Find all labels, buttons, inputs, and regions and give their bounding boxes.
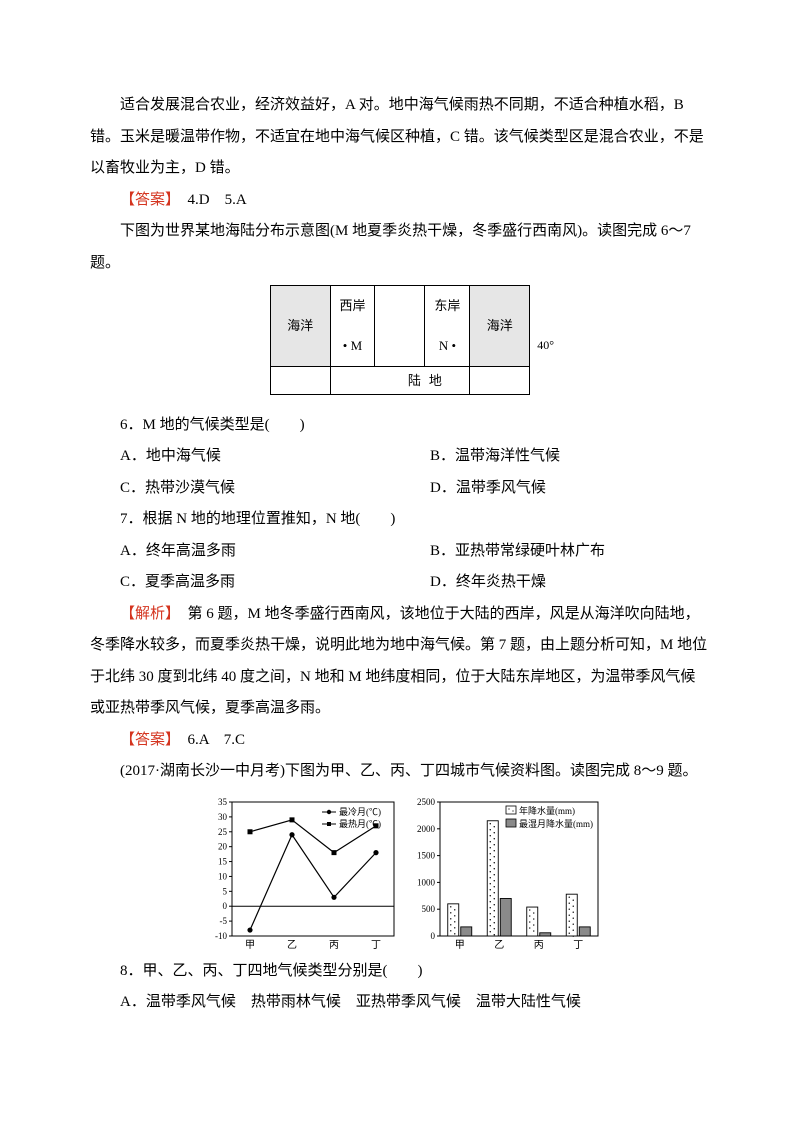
svg-text:丙: 丙 xyxy=(329,940,339,951)
svg-text:30: 30 xyxy=(218,811,228,821)
figure-2-wrap: 35302520151050-5-10甲乙丙丁最冷月(℃)最热月(℃) 2500… xyxy=(90,794,710,954)
q8-a: A．温带季风气候 热带雨林气候 亚热带季风气候 温带大陆性气候 xyxy=(90,987,710,1019)
cell-n: N • xyxy=(425,326,470,366)
svg-text:5: 5 xyxy=(223,886,228,896)
svg-text:乙: 乙 xyxy=(494,939,504,951)
svg-text:35: 35 xyxy=(218,797,228,807)
svg-text:乙: 乙 xyxy=(287,939,297,951)
q7-d: D．终年炎热干燥 xyxy=(400,567,546,599)
svg-text:丙: 丙 xyxy=(534,940,544,951)
figure-1-table: 海洋 西岸 东岸 海洋 • M N • 陆 地 xyxy=(270,285,530,395)
answer-2-label: 【答案】 xyxy=(120,732,173,748)
explanation-67: 【解析】 第 6 题，M 地冬季盛行西南风，该地位于大陆的西岸，风是从海洋吹向陆… xyxy=(90,599,710,725)
q7-row-cd: C．夏季高温多雨 D．终年炎热干燥 xyxy=(90,567,710,599)
svg-text:丁: 丁 xyxy=(573,940,583,951)
cell-bl1 xyxy=(271,366,331,395)
svg-text:最冷月(℃): 最冷月(℃) xyxy=(339,806,381,817)
answer-2-text: 6.A 7.C xyxy=(173,732,246,748)
svg-text:甲: 甲 xyxy=(455,940,465,951)
precipitation-chart: 2500 2000 1500 1000 500 0 甲 乙 丙 丁 年降水量(mm) 最湿月降水量(m… xyxy=(402,794,602,954)
cell-m: • M xyxy=(330,326,375,366)
intro-q8-9: (2017·湖南长沙一中月考)下图为甲、乙、丙、丁四城市气候资料图。读图完成 8… xyxy=(90,756,710,788)
answer-2: 【答案】 6.A 7.C xyxy=(90,725,710,757)
q6-row-cd: C．热带沙漠气候 D．温带季风气候 xyxy=(90,473,710,505)
figure-2-charts: 35302520151050-5-10甲乙丙丁最冷月(℃)最热月(℃) 2500… xyxy=(198,794,602,954)
q6-stem: 6．M 地的气候类型是( ) xyxy=(90,410,710,442)
q6-row-ab: A．地中海气候 B．温带海洋性气候 xyxy=(90,441,710,473)
cell-land2: 地 xyxy=(425,366,470,395)
svg-text:10: 10 xyxy=(218,871,228,881)
svg-text:-5: -5 xyxy=(220,916,228,926)
q7-a: A．终年高温多雨 xyxy=(90,536,400,568)
q6-a: A．地中海气候 xyxy=(90,441,400,473)
cell-sea-right: 海洋 xyxy=(470,286,530,367)
svg-text:0: 0 xyxy=(223,901,228,911)
figure-1-wrap: 海洋 西岸 东岸 海洋 • M N • 陆 地 xyxy=(90,285,710,408)
figure-1-map: 海洋 西岸 东岸 海洋 • M N • 陆 地 xyxy=(270,285,530,395)
explanation-67-label: 【解析】 xyxy=(120,606,173,622)
paragraph-explanation-prev: 适合发展混合农业，经济效益好，A 对。地中海气候雨热不同期，不适合种植水稻，B … xyxy=(90,90,710,185)
q7-b: B．亚热带常绿硬叶林广布 xyxy=(400,536,605,568)
svg-text:年降水量(mm): 年降水量(mm) xyxy=(519,805,575,816)
svg-text:25: 25 xyxy=(218,826,228,836)
explanation-67-text: 第 6 题，M 地冬季盛行西南风，该地位于大陆的西岸，风是从海洋吹向陆地，冬季降… xyxy=(90,606,707,717)
svg-text:20: 20 xyxy=(218,841,228,851)
cell-bl2 xyxy=(330,366,375,395)
svg-text:甲: 甲 xyxy=(245,940,255,951)
answer-1-text: 4.D 5.A xyxy=(173,192,247,208)
cell-west: 西岸 xyxy=(330,286,375,326)
svg-text:1500: 1500 xyxy=(417,850,436,860)
temperature-chart: 35302520151050-5-10甲乙丙丁最冷月(℃)最热月(℃) xyxy=(198,794,398,954)
answer-1: 【答案】 4.D 5.A xyxy=(90,185,710,217)
q8-stem: 8．甲、乙、丙、丁四地气候类型分别是( ) xyxy=(90,956,710,988)
svg-text:15: 15 xyxy=(218,856,228,866)
svg-text:2500: 2500 xyxy=(417,797,436,807)
cell-east: 东岸 xyxy=(425,286,470,326)
q7-row-ab: A．终年高温多雨 B．亚热带常绿硬叶林广布 xyxy=(90,536,710,568)
svg-text:丁: 丁 xyxy=(371,940,381,951)
q7-c: C．夏季高温多雨 xyxy=(90,567,400,599)
cell-blank-mid xyxy=(375,326,425,366)
intro-q6-7: 下图为世界某地海陆分布示意图(M 地夏季炎热干燥，冬季盛行西南风)。读图完成 6… xyxy=(90,216,710,279)
q6-c: C．热带沙漠气候 xyxy=(90,473,400,505)
cell-blank-top xyxy=(375,286,425,326)
svg-text:最湿月降水量(mm): 最湿月降水量(mm) xyxy=(519,818,593,829)
svg-text:2000: 2000 xyxy=(417,823,436,833)
svg-text:500: 500 xyxy=(421,904,435,914)
answer-1-label: 【答案】 xyxy=(120,192,173,208)
q7-stem: 7．根据 N 地的地理位置推知，N 地( ) xyxy=(90,504,710,536)
q6-d: D．温带季风气候 xyxy=(400,473,546,505)
svg-text:0: 0 xyxy=(430,931,435,941)
svg-text:-10: -10 xyxy=(215,931,227,941)
latitude-label: 40° xyxy=(537,333,554,358)
cell-sea-left: 海洋 xyxy=(271,286,331,367)
cell-br xyxy=(470,366,530,395)
svg-text:1000: 1000 xyxy=(417,877,436,887)
cell-land1: 陆 xyxy=(375,366,425,395)
q6-b: B．温带海洋性气候 xyxy=(400,441,560,473)
